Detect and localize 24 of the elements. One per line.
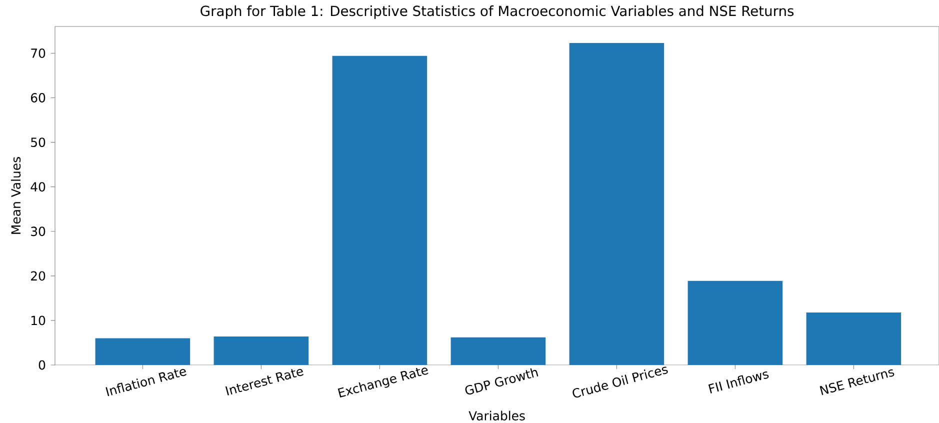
x-tick-label: Interest Rate <box>225 368 304 396</box>
y-tick-label: 60 <box>30 93 46 102</box>
bar <box>569 42 664 365</box>
y-tick-label: 10 <box>31 316 46 326</box>
x-tick-label: NSE Returns <box>820 369 894 396</box>
y-tick-label: 20 <box>31 271 46 281</box>
x-tick-label: Inflation Rate <box>106 368 186 396</box>
bar <box>214 336 309 365</box>
x-tick-label: GDP Growth <box>465 368 538 395</box>
x-axis-title: Variables <box>468 410 525 420</box>
y-tick-label: 40 <box>30 182 46 192</box>
bar <box>450 337 546 365</box>
chart-title: Graph for Table 1: Descriptive Statistics of Macroeconomic Variables and NSE Returns <box>200 5 794 19</box>
bar <box>95 338 190 365</box>
x-tick-label: FII Inflows <box>708 371 769 394</box>
y-tick-label: 50 <box>31 138 46 148</box>
bar <box>806 312 902 365</box>
y-tick-label: 30 <box>31 226 46 236</box>
x-tick-label: Crude Oil Prices <box>572 366 668 398</box>
y-tick-label: 0 <box>38 360 46 370</box>
y-tick-label: 70 <box>31 48 46 58</box>
y-axis-title: Mean Values <box>10 157 21 234</box>
bar <box>332 56 428 365</box>
bar <box>688 280 783 365</box>
